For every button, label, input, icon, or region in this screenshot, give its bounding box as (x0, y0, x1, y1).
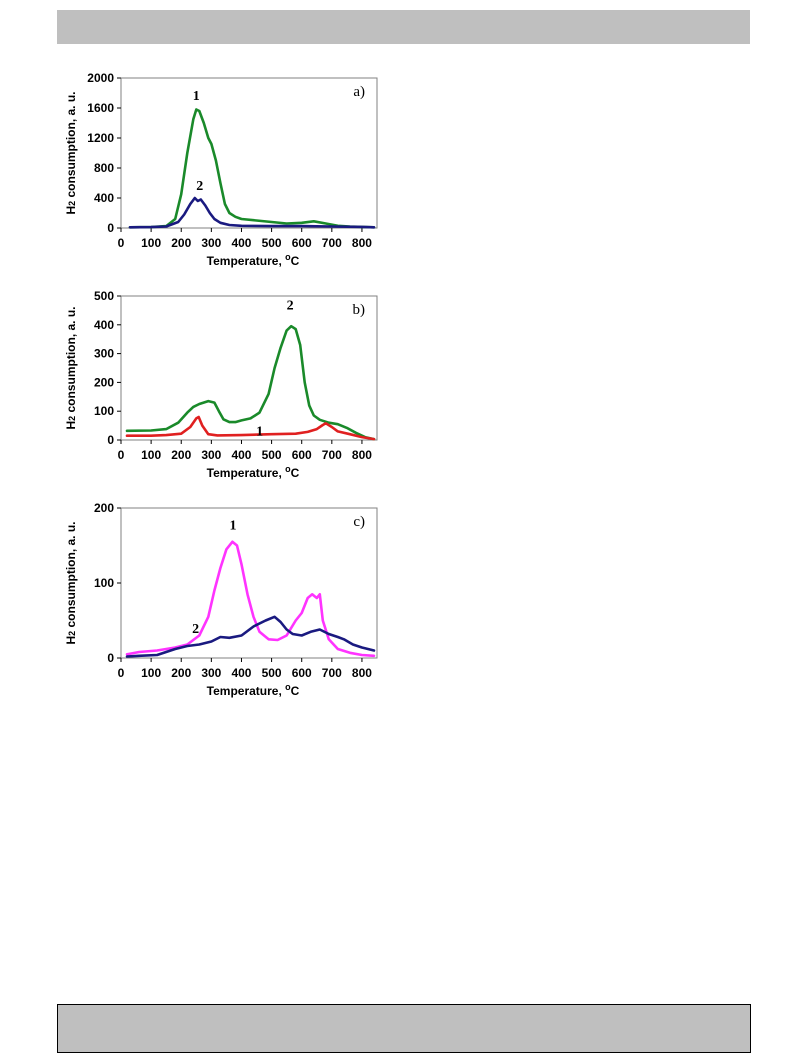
x-tick-label: 300 (201, 448, 221, 462)
x-tick-label: 600 (292, 666, 312, 680)
y-axis-title: H2 consumption, a. u. (64, 306, 78, 429)
y-tick-label: 100 (94, 576, 114, 590)
x-tick-label: 300 (201, 666, 221, 680)
x-tick-label: 300 (201, 236, 221, 250)
x-tick-label: 0 (118, 448, 125, 462)
y-tick-label: 1200 (87, 131, 114, 145)
panel-label: c) (353, 514, 365, 530)
x-tick-label: 200 (171, 666, 191, 680)
x-tick-label: 100 (141, 666, 161, 680)
x-tick-label: 800 (352, 666, 372, 680)
x-tick-label: 800 (352, 448, 372, 462)
y-tick-label: 0 (107, 433, 114, 447)
x-tick-label: 400 (231, 666, 251, 680)
y-tick-label: 100 (94, 404, 114, 418)
y-tick-label: 800 (94, 161, 114, 175)
chart-b: 0 100 200 300 400 500 0 100 200 300 400 500 600 700 80… (64, 289, 378, 480)
panel-label: a) (353, 84, 365, 100)
series-line-2 (125, 615, 376, 658)
chart-a: 0 400 800 1200 1600 2000 0 100 200 300 400 500 600 70… (64, 71, 378, 268)
y-tick-label: 500 (94, 289, 114, 303)
series-line-1 (125, 540, 376, 658)
curve-label-2: 2 (287, 298, 294, 313)
x-tick-label: 500 (262, 448, 282, 462)
y-tick-label: 2000 (87, 71, 114, 85)
series-line-1 (125, 415, 376, 441)
series-line-2 (128, 196, 376, 229)
x-tick-label: 500 (262, 666, 282, 680)
curve-label-1: 1 (256, 425, 263, 440)
y-tick-label: 400 (94, 191, 114, 205)
x-tick-label: 500 (262, 236, 282, 250)
curve-label-2: 2 (192, 622, 199, 637)
x-tick-label: 400 (231, 448, 251, 462)
x-tick-label: 800 (352, 236, 372, 250)
curve-label-2: 2 (196, 179, 203, 194)
y-tick-label: 300 (94, 347, 114, 361)
y-tick-label: 200 (94, 501, 114, 515)
x-tick-label: 600 (292, 236, 312, 250)
series-line-2 (125, 324, 376, 441)
y-axis-title: H2 consumption, a. u. (64, 521, 78, 644)
y-tick-label: 0 (107, 221, 114, 235)
x-axis-title: Temperature, oC (207, 464, 300, 480)
x-tick-label: 0 (118, 666, 125, 680)
panel-label: b) (353, 302, 366, 318)
series-line-1 (128, 108, 376, 229)
y-tick-label: 0 (107, 651, 114, 665)
x-axis-title: Temperature, oC (207, 682, 300, 698)
curve-label-1: 1 (193, 89, 200, 104)
y-tick-label: 400 (94, 318, 114, 332)
y-tick-label: 200 (94, 375, 114, 389)
plot-frame (120, 507, 378, 659)
x-tick-label: 200 (171, 236, 191, 250)
header-bar (57, 10, 750, 44)
plot-frame (120, 295, 378, 441)
x-tick-label: 0 (118, 236, 125, 250)
x-tick-label: 600 (292, 448, 312, 462)
curve-label-1: 1 (229, 519, 236, 534)
x-tick-label: 700 (322, 666, 342, 680)
plot-frame (120, 77, 378, 229)
x-tick-label: 200 (171, 448, 191, 462)
footer-box (57, 1004, 751, 1053)
x-axis-title: Temperature, oC (207, 252, 300, 268)
x-tick-label: 100 (141, 448, 161, 462)
x-tick-label: 700 (322, 448, 342, 462)
x-tick-label: 700 (322, 236, 342, 250)
x-tick-label: 400 (231, 236, 251, 250)
y-tick-label: 1600 (87, 101, 114, 115)
y-axis-title: H2 consumption, a. u. (64, 91, 78, 214)
chart-c: 0 100 200 0 100 200 300 400 500 600 700 800 Temperat… (64, 501, 378, 698)
x-tick-label: 100 (141, 236, 161, 250)
